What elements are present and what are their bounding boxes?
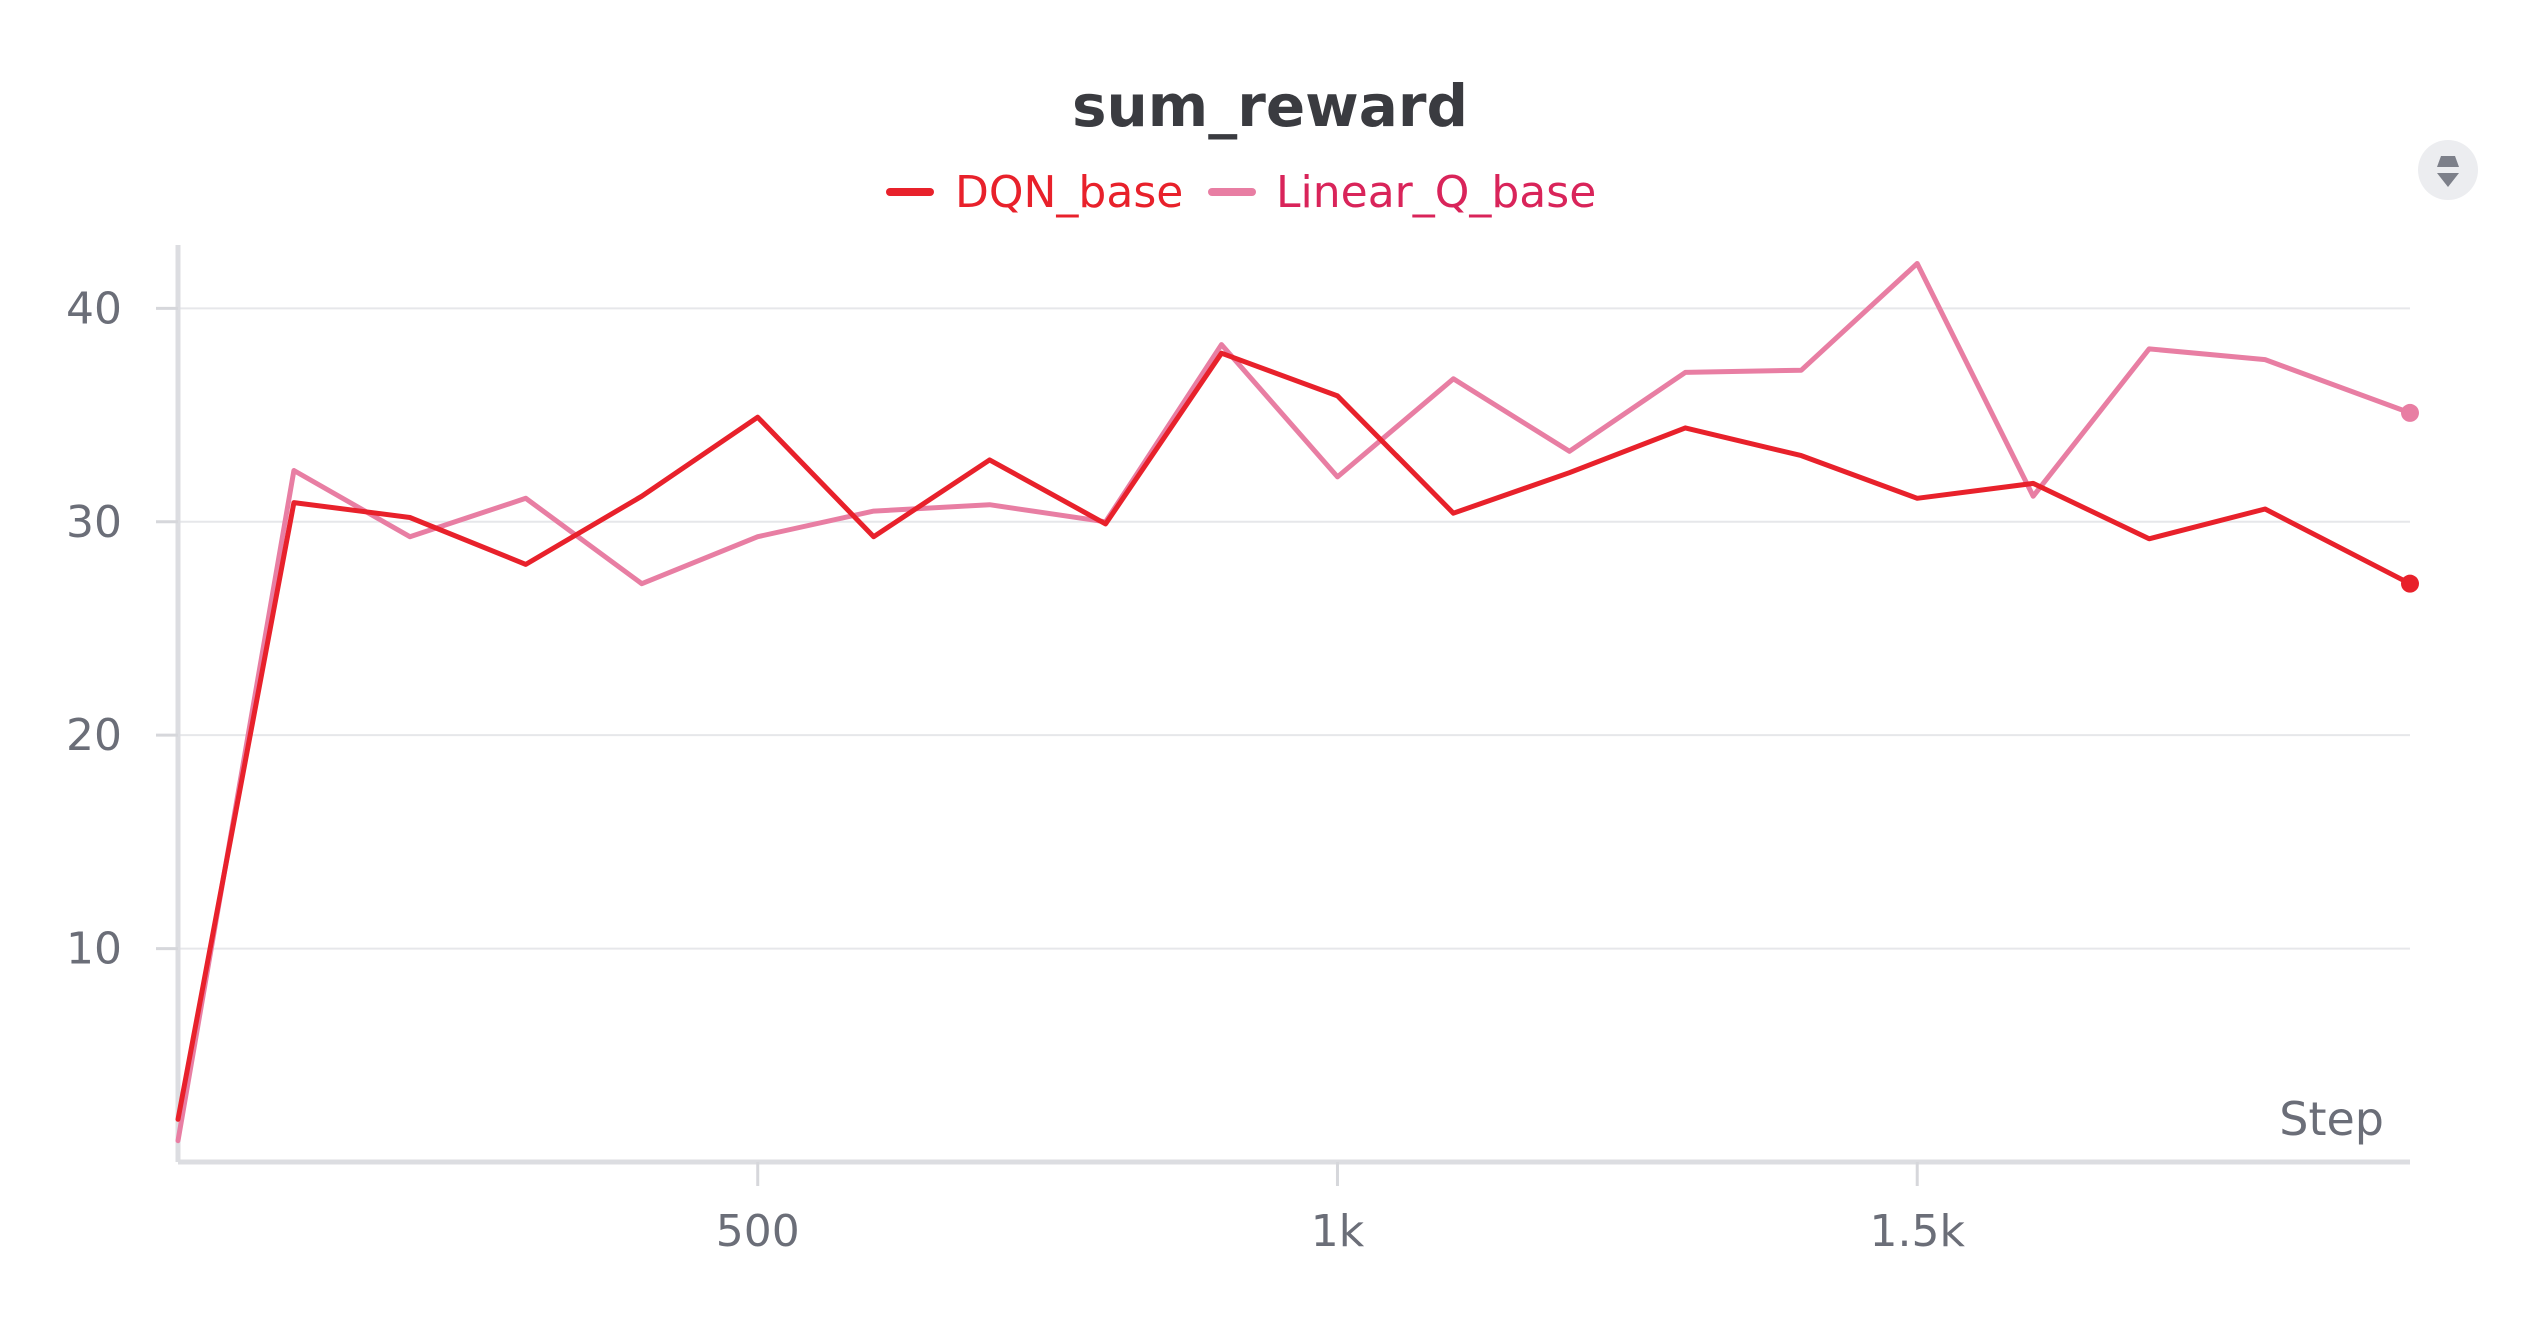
x-tick-label-1.5k: 1.5k bbox=[1869, 1206, 1965, 1257]
gridlines bbox=[178, 307, 2410, 950]
y-axis-ticks: 10 20 30 40 bbox=[66, 283, 178, 975]
drag-handle-icon[interactable] bbox=[2418, 140, 2478, 200]
series-end-point-DQN_base bbox=[2401, 574, 2419, 593]
legend-label-DQN_base[interactable]: DQN_base bbox=[955, 167, 1183, 218]
series-lines bbox=[175, 261, 2419, 1144]
x-tick-label-500: 500 bbox=[716, 1206, 800, 1257]
y-tick-label-10: 10 bbox=[66, 924, 122, 975]
legend-label-Linear_Q_base[interactable]: Linear_Q_base bbox=[1276, 167, 1596, 218]
y-tick-label-40: 40 bbox=[66, 283, 122, 334]
x-axis-label: Step bbox=[2279, 1092, 2384, 1146]
series-end-point-Linear_Q_base bbox=[2401, 403, 2419, 422]
legend: DQN_base Linear_Q_base bbox=[886, 167, 1596, 218]
series-line-Linear_Q_base[interactable] bbox=[175, 261, 2413, 1144]
axes bbox=[175, 245, 2410, 1165]
series-line-DQN_base[interactable] bbox=[175, 350, 2413, 1122]
chart-title: sum_reward bbox=[1072, 72, 1468, 140]
x-tick-label-1k: 1k bbox=[1311, 1206, 1365, 1257]
y-tick-label-30: 30 bbox=[66, 497, 122, 548]
y-tick-label-20: 20 bbox=[66, 710, 122, 761]
x-axis-ticks: 500 1k 1.5k bbox=[716, 1162, 1965, 1257]
